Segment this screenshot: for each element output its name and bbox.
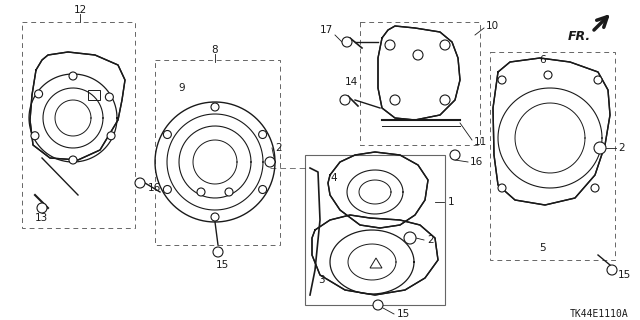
Text: 4: 4 xyxy=(330,173,337,183)
Text: 11: 11 xyxy=(474,137,487,147)
Circle shape xyxy=(211,213,219,221)
Circle shape xyxy=(259,186,267,194)
Circle shape xyxy=(413,50,423,60)
Circle shape xyxy=(163,186,172,194)
Text: 10: 10 xyxy=(486,21,499,31)
Text: 9: 9 xyxy=(179,83,186,93)
Circle shape xyxy=(37,203,47,213)
Circle shape xyxy=(107,132,115,140)
Text: 6: 6 xyxy=(540,55,547,65)
Text: 15: 15 xyxy=(216,260,228,270)
Text: 13: 13 xyxy=(35,213,48,223)
Circle shape xyxy=(197,188,205,196)
Circle shape xyxy=(259,131,267,139)
Text: 3: 3 xyxy=(318,275,324,285)
Circle shape xyxy=(163,131,172,139)
Text: 2: 2 xyxy=(275,143,282,153)
Text: 15: 15 xyxy=(397,309,410,319)
Circle shape xyxy=(440,95,450,105)
Text: 8: 8 xyxy=(212,45,218,55)
Circle shape xyxy=(31,132,39,140)
Circle shape xyxy=(213,247,223,257)
Circle shape xyxy=(404,232,416,244)
Circle shape xyxy=(135,178,145,188)
Circle shape xyxy=(450,150,460,160)
Circle shape xyxy=(340,95,350,105)
Text: 15: 15 xyxy=(618,270,631,280)
Text: 1: 1 xyxy=(448,197,454,207)
Circle shape xyxy=(69,72,77,80)
Circle shape xyxy=(390,95,400,105)
Text: 5: 5 xyxy=(540,243,547,253)
Text: 17: 17 xyxy=(320,25,333,35)
Text: 14: 14 xyxy=(345,77,358,87)
Circle shape xyxy=(106,93,113,101)
Circle shape xyxy=(225,188,233,196)
Circle shape xyxy=(607,265,617,275)
Bar xyxy=(155,60,280,245)
Text: 2: 2 xyxy=(427,235,434,245)
Circle shape xyxy=(342,37,352,47)
Bar xyxy=(360,22,480,145)
Circle shape xyxy=(265,157,275,167)
Text: 16: 16 xyxy=(148,183,161,193)
Text: TK44E1110A: TK44E1110A xyxy=(570,309,628,319)
Text: 12: 12 xyxy=(74,5,86,15)
Circle shape xyxy=(498,184,506,192)
Text: 16: 16 xyxy=(470,157,483,167)
Circle shape xyxy=(69,156,77,164)
Circle shape xyxy=(211,103,219,111)
Text: 2: 2 xyxy=(618,143,625,153)
Circle shape xyxy=(544,71,552,79)
Circle shape xyxy=(591,184,599,192)
Bar xyxy=(88,90,100,100)
Circle shape xyxy=(594,76,602,84)
Bar xyxy=(490,52,615,260)
Circle shape xyxy=(373,300,383,310)
Circle shape xyxy=(498,76,506,84)
Circle shape xyxy=(385,40,395,50)
Text: FR.: FR. xyxy=(568,29,591,43)
Circle shape xyxy=(594,142,606,154)
Bar xyxy=(305,155,445,305)
Bar xyxy=(22,22,135,228)
Circle shape xyxy=(35,90,43,98)
Circle shape xyxy=(440,40,450,50)
